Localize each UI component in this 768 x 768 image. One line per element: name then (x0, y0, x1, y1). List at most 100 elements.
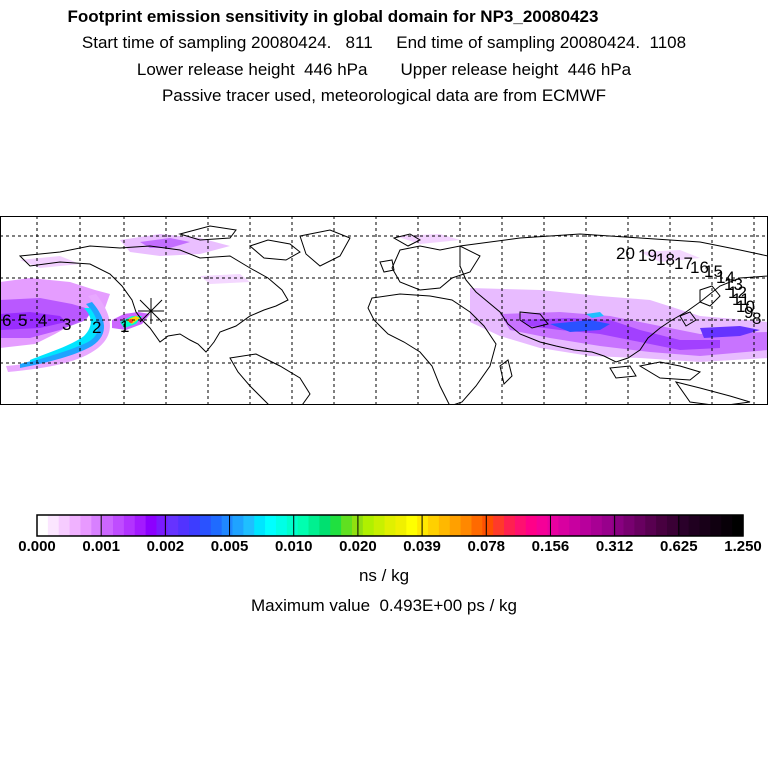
colorbar-swatch (254, 515, 266, 536)
colorbar-tick-label: 0.039 (403, 538, 441, 555)
trajectory-label-9: 9 (744, 303, 753, 322)
trajectory-label-20: 20 (616, 244, 635, 263)
trajectory-labels: 6 5 4 3 2 1 20 19 18 17 16 15 14 13 12 1… (2, 244, 761, 337)
trajectory-label-18: 18 (656, 250, 675, 269)
colorbar-tick-label: 0.010 (274, 538, 313, 555)
trajectory-label-14: 14 (716, 268, 735, 287)
colorbar-swatch (341, 515, 353, 536)
trajectory-label-10: 10 (736, 297, 755, 316)
colorbar-swatch (265, 515, 277, 536)
colorbar-swatch (688, 515, 701, 536)
colorbar-swatch (58, 515, 71, 536)
colorbar-tick-label: 0.625 (660, 538, 698, 555)
colorbar-swatch (590, 515, 603, 536)
colorbar-swatch (569, 515, 581, 536)
colorbar-swatch (623, 515, 635, 536)
colorbar-swatch (634, 515, 646, 536)
colorbar-swatch (482, 515, 494, 536)
colorbar-swatch (449, 515, 462, 536)
colorbar-tick-label: 0.005 (210, 538, 249, 555)
colorbar-swatch (297, 515, 310, 536)
trajectory-label-15: 15 (704, 262, 723, 281)
colorbar-swatch (80, 515, 92, 536)
colorbar-swatch (666, 515, 679, 536)
colorbar-swatch (199, 515, 212, 536)
colorbar-frame (36, 514, 744, 537)
colorbar-swatch (123, 515, 136, 536)
colorbar-swatch (699, 515, 712, 536)
trajectory-label-17: 17 (674, 254, 693, 273)
colorbar-swatch (362, 515, 375, 536)
colorbar-swatch (232, 515, 244, 536)
release-site-marker (138, 298, 164, 324)
colorbar-swatch (373, 515, 386, 536)
colorbar-swatch (580, 515, 592, 536)
colorbar-swatch (275, 515, 288, 536)
trajectory-label-11: 11 (732, 290, 750, 309)
sampling-time-line: Start time of sampling 20080424. 811 End… (81, 33, 687, 52)
trajectory-label-1: 1 (120, 317, 129, 336)
colorbar-tick-label: 0.020 (339, 538, 377, 555)
colorbar-swatch (645, 515, 657, 536)
trajectory-label-5: 5 (18, 311, 27, 330)
colorbar-swatch (221, 515, 234, 536)
tracer-info-line: Passive tracer used, meteorological data… (161, 86, 607, 105)
trajectory-label-4: 4 (38, 311, 47, 330)
graticule (0, 216, 768, 405)
colorbar-swatch (428, 515, 440, 536)
trajectory-label-8: 8 (752, 309, 761, 328)
colorbar-swatch (286, 515, 299, 536)
colorbar-swatch (113, 515, 125, 536)
trajectory-label-12: 12 (728, 283, 747, 302)
colorbar-swatch (91, 515, 103, 536)
colorbar-swatch (189, 515, 201, 536)
colorbar-swatch (167, 515, 179, 536)
colorbar-swatch (47, 515, 60, 536)
colorbar-swatch (406, 515, 418, 536)
colorbar-swatch (134, 515, 147, 536)
trajectory-label-13: 13 (724, 275, 743, 294)
plot-title: Footprint emission sensitivity in global… (67, 7, 599, 26)
colorbar-swatch (395, 515, 407, 536)
colorbar-swatch (417, 515, 429, 536)
colorbar-swatch (243, 515, 255, 536)
colorbar-swatch (612, 515, 625, 536)
colorbar-swatch (178, 515, 190, 536)
world-map: 6 5 4 3 2 1 20 19 18 17 16 15 14 13 12 1… (0, 216, 768, 405)
colorbar-tick-label: 0.312 (595, 538, 634, 555)
colorbar-swatch (438, 515, 451, 536)
colorbar-swatch (601, 515, 614, 536)
colorbar-swatch (547, 515, 559, 536)
colorbar-swatch (384, 515, 397, 536)
trajectory-label-19: 19 (638, 246, 657, 265)
colorbar-tick-label: 0.000 (18, 538, 56, 555)
colorbar-swatch (677, 515, 690, 536)
trajectory-label-2: 2 (92, 318, 101, 337)
colorbar-swatch (319, 515, 331, 536)
colorbar-swatch (525, 515, 538, 536)
colorbar-tick-label: 0.156 (531, 538, 570, 555)
colorbar-swatch (308, 515, 320, 536)
colorbar (36, 514, 744, 537)
colorbar-swatch (69, 515, 82, 536)
colorbar-swatch (156, 515, 168, 536)
maximum-value-text: Maximum value 0.493E+00 ps / kg (251, 596, 517, 615)
colorbar-swatch (471, 515, 483, 536)
release-height-line: Lower release height 446 hPa Upper relea… (136, 60, 632, 79)
colorbar-swatch (102, 515, 114, 536)
colorbar-swatch (330, 515, 342, 536)
colorbar-unit: ns / kg (358, 566, 410, 585)
colorbar-swatch (732, 515, 744, 536)
colorbar-tick-label: 0.078 (467, 538, 506, 555)
colorbar-swatch (210, 515, 223, 536)
coastlines (18, 225, 768, 405)
colorbar-tick-label: 0.002 (146, 538, 185, 555)
colorbar-swatch (504, 515, 516, 536)
colorbar-swatch (145, 515, 158, 536)
trajectory-label-6: 6 (2, 311, 11, 330)
colorbar-tick-label: 1.250 (724, 538, 762, 555)
colorbar-swatch (710, 515, 722, 536)
colorbar-swatch (460, 515, 473, 536)
colorbar-swatch (656, 515, 668, 536)
colorbar-swatch (558, 515, 570, 536)
